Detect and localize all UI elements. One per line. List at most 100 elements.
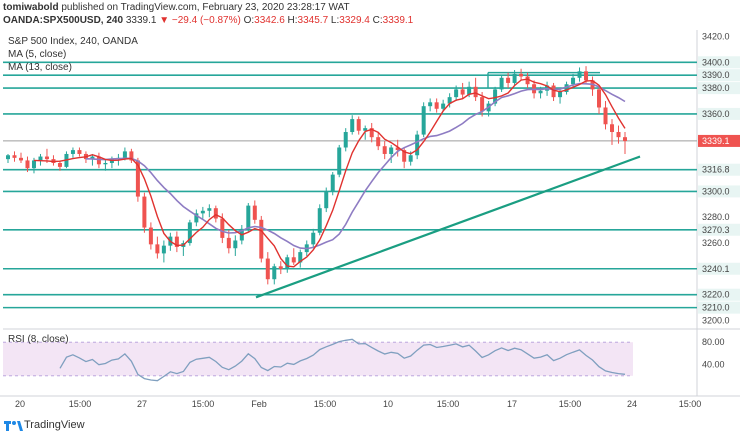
time-axis-label: 15:00 <box>69 399 92 409</box>
tradingview-logo-icon[interactable] <box>3 417 25 433</box>
price-axis-label: 3200.0 <box>702 316 730 326</box>
last-price-badge <box>698 134 740 147</box>
level-badge <box>698 82 740 95</box>
candle <box>148 222 153 250</box>
time-axis-label: 15:00 <box>559 399 582 409</box>
candle-body <box>324 191 329 209</box>
author-name[interactable]: tomiwabold <box>3 2 59 13</box>
candle <box>57 160 62 171</box>
time-axis-label: 15:00 <box>679 399 702 409</box>
time-axis-label: 20 <box>15 399 25 409</box>
candle-body <box>402 150 407 162</box>
candle-body <box>376 137 381 147</box>
price-axis-label: 3380.0 <box>702 83 730 93</box>
candle-body <box>538 90 543 94</box>
last-price: 3339.1 <box>125 15 157 26</box>
time-axis-label: 15:00 <box>314 399 337 409</box>
candle <box>252 200 257 224</box>
candle <box>590 76 595 96</box>
rsi-line <box>59 338 626 382</box>
candle-body <box>70 150 75 154</box>
candle-body <box>44 156 49 160</box>
candle <box>584 66 589 83</box>
candle <box>415 130 420 160</box>
price-axis-label: 3420.0 <box>702 31 730 41</box>
candle <box>317 204 322 236</box>
time-axis-label: 24 <box>627 399 637 409</box>
time-axis-label: Feb <box>251 399 267 409</box>
candle-body <box>148 227 153 245</box>
candle-body <box>220 218 225 238</box>
candle-body <box>330 174 335 192</box>
candle <box>194 209 199 227</box>
candle-body <box>460 89 465 95</box>
candle <box>181 240 186 256</box>
rsi-band <box>3 342 633 376</box>
candle-body <box>12 155 17 158</box>
candle-body <box>525 76 530 85</box>
time-axis-label: 15:00 <box>192 399 215 409</box>
ma13-legend[interactable]: MA (13, close) <box>8 62 72 73</box>
ma5-legend[interactable]: MA (5, close) <box>8 49 67 60</box>
candle <box>12 151 17 162</box>
candle-body <box>142 196 147 228</box>
candle-body <box>467 86 472 95</box>
brand-name[interactable]: TradingView <box>24 419 85 431</box>
candle <box>616 125 621 144</box>
candle-body <box>298 252 303 263</box>
level-badge <box>698 56 740 69</box>
candle <box>460 82 465 99</box>
level-badge <box>698 69 740 82</box>
candle-body <box>135 160 140 197</box>
candle <box>285 254 290 273</box>
price-axis-label: 3280.0 <box>702 212 730 222</box>
price-axis-label: 3316.8 <box>702 165 730 175</box>
candle <box>6 153 10 164</box>
footer: TradingView <box>0 414 740 437</box>
candle <box>493 86 498 107</box>
level-badge <box>698 185 740 198</box>
candle <box>233 235 238 256</box>
candle-body <box>564 84 569 92</box>
candle-body <box>616 132 621 138</box>
rsi-legend[interactable]: RSI (8, close) <box>8 334 69 345</box>
price-axis-label: 3360.0 <box>702 109 730 119</box>
time-axis-label: 15:00 <box>437 399 460 409</box>
candle <box>519 68 524 81</box>
rsi-axis-label: 40.00 <box>702 360 725 370</box>
price-axis-label: 3390.0 <box>702 70 730 80</box>
price-axis-label: 3240.1 <box>702 264 730 274</box>
high-value: 3345.7 <box>297 15 329 26</box>
candle-body <box>278 266 283 269</box>
candle-body <box>155 244 160 254</box>
candle-body <box>603 107 608 125</box>
candle-body <box>408 155 413 162</box>
candle-body <box>577 71 582 78</box>
candle-body <box>493 89 498 104</box>
chart-title: S&P 500 Index, 240, OANDA <box>8 36 138 47</box>
candle-body <box>226 237 231 249</box>
candle-body <box>122 151 127 158</box>
candle <box>421 102 426 138</box>
candle <box>337 144 342 178</box>
candle <box>428 98 433 112</box>
candle <box>577 67 582 82</box>
candle <box>90 153 95 166</box>
price-change: ▼ −29.4 (−0.87%) <box>159 15 241 26</box>
candle-body <box>441 103 446 109</box>
candle <box>350 115 355 135</box>
candle <box>473 77 478 102</box>
ma5-line <box>33 78 626 268</box>
candle-body <box>343 132 348 148</box>
candle-body <box>415 134 420 156</box>
candle-body <box>382 146 387 154</box>
candle-body <box>350 119 355 133</box>
candle <box>389 144 394 164</box>
price-chart[interactable]: 3420.0 3400.0 3390.0 3380.0 3360.0 3339.1 3316… <box>0 0 740 414</box>
candle-body <box>428 102 433 107</box>
ma13-line <box>85 82 626 250</box>
candle-body <box>25 160 30 169</box>
candle-body <box>363 128 368 131</box>
candle <box>603 101 608 130</box>
candle-body <box>610 124 615 133</box>
